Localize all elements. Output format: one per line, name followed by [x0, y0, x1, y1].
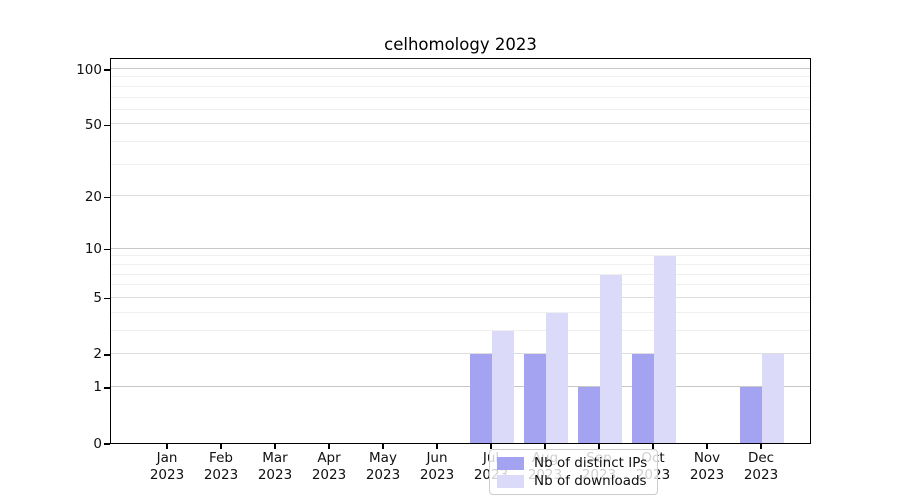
x-tick-label-may: May 2023: [365, 450, 401, 483]
x-tick-jan: [166, 444, 168, 449]
gridline-6: [111, 284, 810, 286]
gridline-8: [111, 263, 810, 265]
gridline-60: [111, 108, 810, 110]
gridline-70: [111, 96, 810, 98]
bar-nb-of-distinct-ips-jul: [470, 353, 492, 443]
legend-item-distinct-ips: Nb of distinct IPs: [497, 455, 649, 471]
gridline-50: [111, 123, 810, 125]
y-tick-label-1: 1: [93, 379, 102, 396]
x-tick-label-apr: Apr 2023: [311, 450, 347, 483]
bar-nb-of-distinct-ips-aug: [524, 353, 546, 443]
gridline-7: [111, 273, 810, 275]
gridline-9: [111, 255, 810, 257]
x-tick-label-jan: Jan 2023: [149, 450, 185, 483]
gridline-30: [111, 163, 810, 165]
gridline-80: [111, 85, 810, 87]
bar-nb-of-distinct-ips-sep: [578, 386, 600, 443]
legend-swatch-downloads: [497, 474, 524, 488]
x-tick-mar: [274, 444, 276, 449]
x-tick-oct: [652, 444, 654, 449]
x-tick-sep: [598, 444, 600, 449]
bar-nb-of-downloads-oct: [654, 256, 676, 443]
gridline-4: [111, 311, 810, 313]
legend-label-downloads: Nb of downloads: [534, 473, 647, 489]
x-tick-jun: [436, 444, 438, 449]
plot-area: Nb of distinct IPs Nb of downloads: [110, 58, 811, 495]
y-tick-50: [104, 124, 110, 127]
gridline-3: [111, 329, 810, 331]
x-tick-label-feb: Feb 2023: [203, 450, 239, 483]
x-tick-label-nov: Nov 2023: [689, 450, 725, 483]
x-tick-nov: [706, 444, 708, 449]
x-tick-aug: [544, 444, 546, 449]
bar-nb-of-distinct-ips-dec: [740, 386, 762, 443]
y-tick-0: [104, 443, 110, 445]
chart-title: celhomology 2023: [384, 35, 537, 54]
y-tick-5: [104, 298, 110, 300]
x-tick-label-jun: Jun 2023: [419, 450, 455, 483]
y-tick-label-2: 2: [93, 346, 102, 363]
legend-swatch-distinct-ips: [497, 456, 524, 470]
gridline-1: [111, 385, 810, 387]
x-tick-apr: [328, 444, 330, 449]
y-tick-100: [104, 69, 110, 71]
y-tick-label-10: 10: [84, 241, 102, 258]
x-tick-label-dec: Dec 2023: [743, 450, 779, 483]
gridline-2: [111, 352, 810, 354]
y-tick-1: [104, 387, 110, 389]
x-tick-jul: [490, 444, 492, 449]
y-tick-2: [104, 354, 110, 356]
bar-nb-of-downloads-jul: [492, 330, 514, 443]
x-tick-feb: [220, 444, 222, 449]
x-tick-dec: [760, 444, 762, 449]
x-tick-label-mar: Mar 2023: [257, 450, 293, 483]
bar-nb-of-downloads-dec: [762, 353, 784, 443]
y-tick-20: [104, 196, 110, 198]
legend-item-downloads: Nb of downloads: [497, 473, 649, 489]
bar-nb-of-distinct-ips-oct: [632, 353, 654, 443]
legend: Nb of distinct IPs Nb of downloads: [489, 449, 658, 495]
gridline-10: [111, 247, 810, 249]
y-tick-label-5: 5: [93, 290, 102, 307]
bar-nb-of-downloads-sep: [600, 274, 622, 443]
bar-nb-of-downloads-aug: [546, 312, 568, 443]
x-tick-may: [382, 444, 384, 449]
y-tick-label-100: 100: [76, 61, 102, 78]
gridline-90: [111, 76, 810, 78]
y-tick-10: [104, 249, 110, 251]
y-tick-label-50: 50: [84, 116, 102, 133]
gridline-40: [111, 141, 810, 143]
legend-label-distinct-ips: Nb of distinct IPs: [534, 455, 648, 471]
y-tick-label-0: 0: [93, 435, 102, 452]
gridline-100: [111, 68, 810, 69]
y-tick-label-20: 20: [84, 188, 102, 205]
gridline-5: [111, 296, 810, 298]
gridline-20: [111, 195, 810, 197]
